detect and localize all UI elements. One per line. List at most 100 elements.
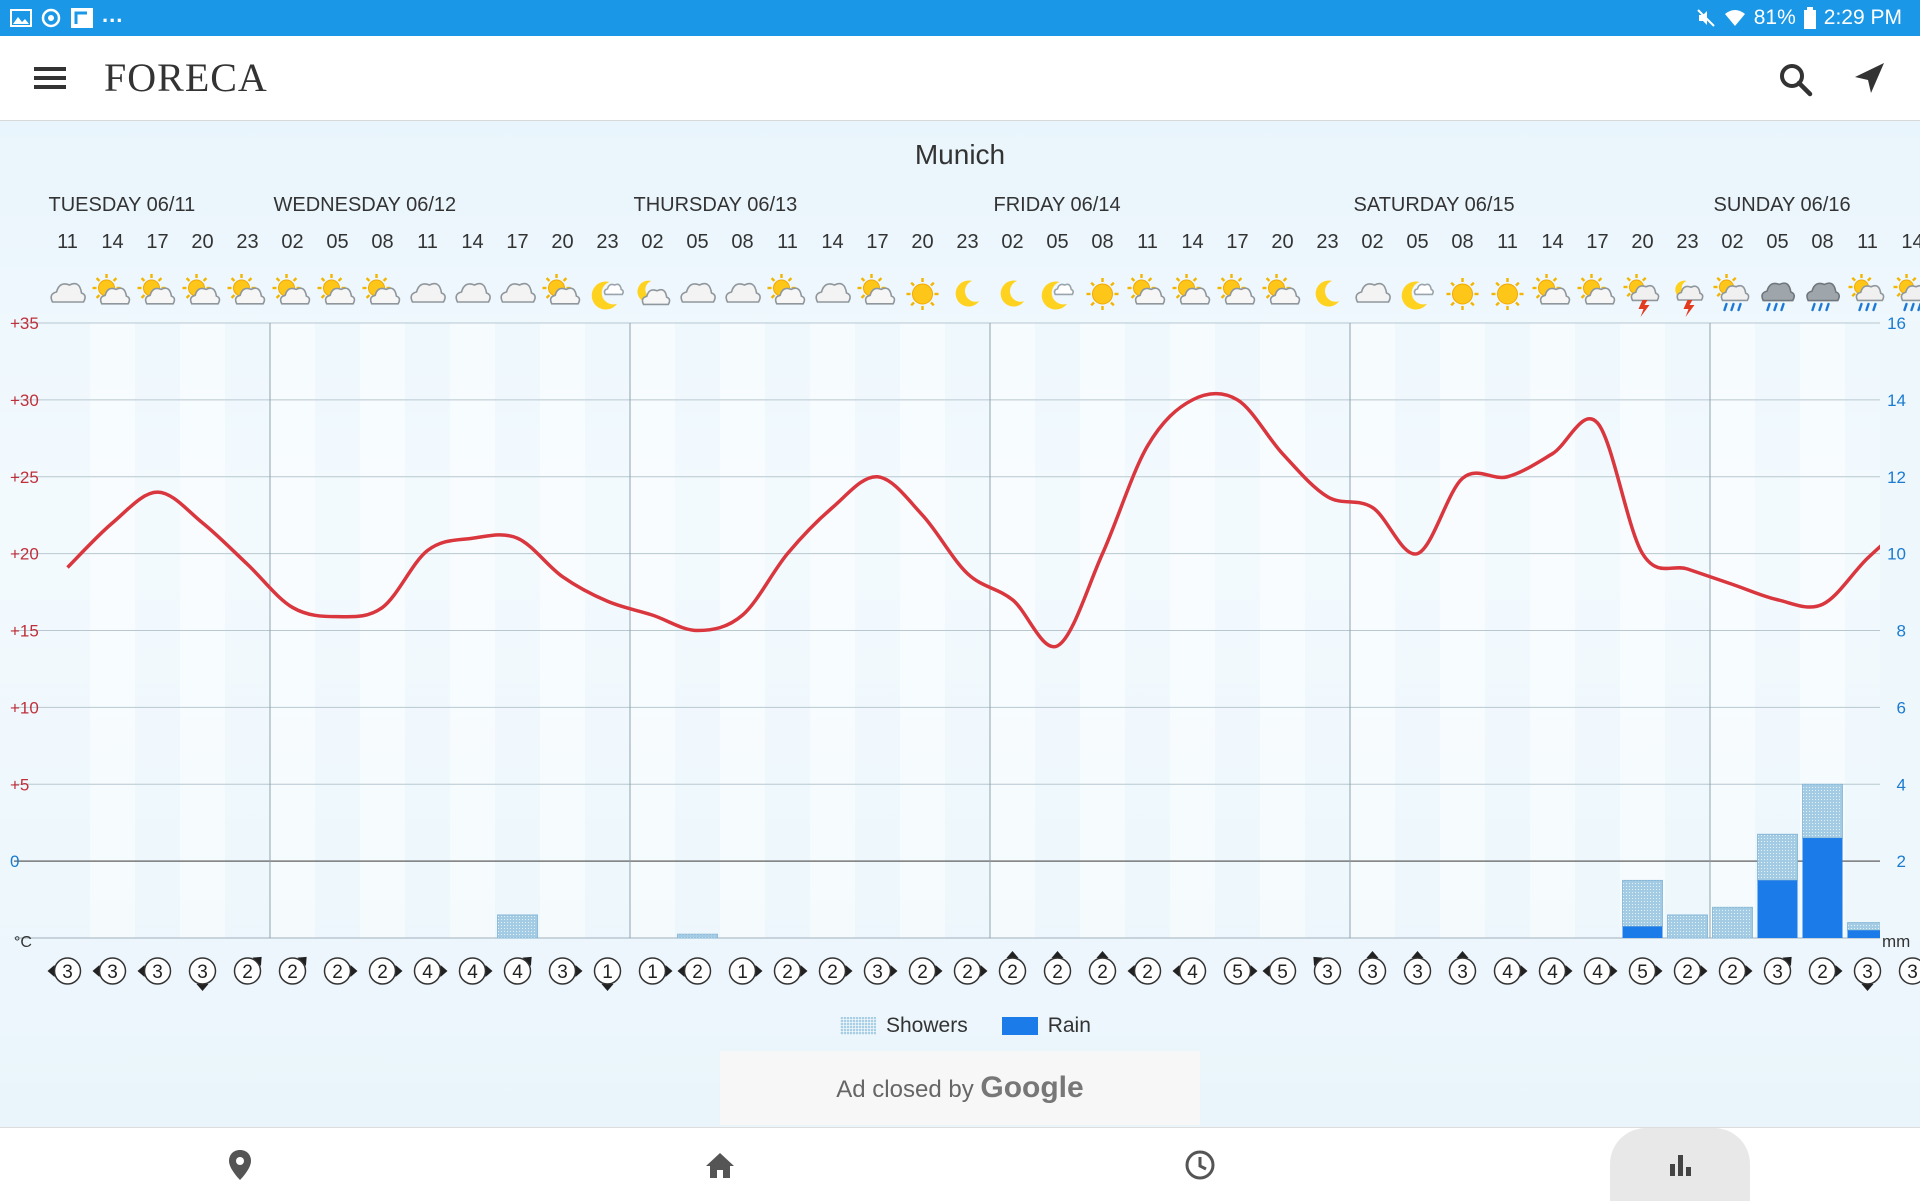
wind-indicator: 1: [595, 958, 621, 991]
wind-indicator: 4: [1540, 958, 1573, 984]
search-button[interactable]: [1776, 60, 1816, 100]
wind-indicator: 3: [138, 958, 171, 984]
wind-indicator: 3: [1360, 951, 1386, 984]
day-label: SUNDAY 06/16: [1714, 194, 1851, 216]
hour-label: 14: [821, 231, 843, 253]
locate-me-button[interactable]: [1848, 58, 1890, 100]
wind-speed: 3: [1862, 962, 1873, 983]
wind-indicator: 2: [1720, 958, 1753, 984]
partly-cloudy-day-weather-icon: [1173, 274, 1210, 304]
hour-label: 17: [1586, 231, 1608, 253]
wind-indicator: 3: [1405, 951, 1431, 984]
right-axis-tick: 8: [1897, 622, 1906, 641]
system-status: 81% 2:29 PM: [1696, 4, 1902, 32]
hour-label: 20: [551, 231, 573, 253]
wind-indicator: 2: [280, 953, 311, 984]
ad-closed-banner: Ad closed by Google: [720, 1051, 1200, 1125]
hour-label: 17: [866, 231, 888, 253]
hour-label: 14: [461, 231, 483, 253]
wind-direction-arrow: [1052, 951, 1064, 958]
partly-cloudy-day-weather-icon: [543, 274, 580, 304]
wind-speed: 5: [1232, 962, 1243, 983]
thunderstorm-night-weather-icon: [1675, 281, 1702, 317]
wind-speed: 4: [1547, 962, 1558, 983]
hour-label: 20: [191, 231, 213, 253]
sunny-weather-icon: [1087, 278, 1119, 310]
hour-label: 08: [1451, 231, 1473, 253]
wind-indicator: 2: [678, 958, 711, 984]
hour-label: 05: [1766, 231, 1788, 253]
wind-direction-arrow: [1611, 965, 1618, 977]
hour-label: 14: [1541, 231, 1563, 253]
wind-indicator: 2: [235, 953, 266, 984]
clear-night-weather-icon: [1001, 281, 1025, 307]
wind-direction-arrow: [1836, 965, 1843, 977]
wind-speed: 1: [737, 962, 748, 983]
hour-label: 08: [731, 231, 753, 253]
wind-direction-arrow: [801, 965, 808, 977]
right-axis-tick: 4: [1897, 775, 1906, 794]
wind-speed: 3: [1367, 962, 1378, 983]
wind-direction-arrow: [576, 965, 583, 977]
left-axis-tick: +35: [10, 314, 39, 333]
wind-direction-arrow: [1862, 984, 1874, 991]
hour-label: 08: [1091, 231, 1113, 253]
more-notifications-indicator: ...: [102, 2, 123, 28]
map-pin-icon: [227, 1149, 253, 1181]
hour-label: 02: [1001, 231, 1023, 253]
wind-indicator: 3: [1900, 958, 1920, 984]
wind-direction-arrow: [756, 965, 763, 977]
menu-button[interactable]: [30, 60, 70, 96]
wind-speed: 2: [692, 962, 703, 983]
wind-speed: 2: [1142, 962, 1153, 983]
wind-speed: 2: [1682, 962, 1693, 983]
left-axis-unit: °C: [14, 934, 32, 951]
nav-home[interactable]: [650, 1128, 790, 1201]
partly-cloudy-day-weather-icon: [1263, 274, 1300, 304]
hamburger-menu-icon: [30, 60, 70, 96]
wind-indicator: 5: [1263, 958, 1296, 984]
cloudy-weather-icon: [501, 284, 535, 302]
search-icon: [1776, 60, 1816, 100]
wind-direction-arrow: [197, 984, 209, 991]
wind-direction-arrow: [1007, 951, 1019, 958]
wind-speed: 3: [107, 962, 118, 983]
battery-percentage: 81%: [1754, 6, 1796, 30]
cloudy-weather-icon: [816, 284, 850, 302]
nav-chart[interactable]: [1610, 1128, 1750, 1201]
hour-label: 23: [236, 231, 258, 253]
left-axis-tick: +10: [10, 698, 39, 717]
wind-indicator: 2: [1128, 958, 1161, 984]
wind-direction-arrow: [1128, 965, 1135, 977]
bar-chart-icon: [1667, 1152, 1693, 1178]
wind-direction-arrow: [1521, 965, 1528, 977]
wind-direction-arrow: [1263, 965, 1270, 977]
wind-indicator: 3: [48, 958, 81, 984]
wind-speed: 2: [782, 962, 793, 983]
wind-indicator: 2: [1000, 951, 1026, 984]
nav-places[interactable]: [170, 1128, 310, 1201]
clear-night-weather-icon: [1316, 281, 1340, 307]
wind-indicator: 2: [1810, 958, 1843, 984]
app-bar: FORECA: [0, 36, 1920, 121]
rain-showers-weather-icon: [1714, 274, 1749, 310]
partly-cloudy-day-weather-icon: [858, 274, 895, 304]
wind-direction-arrow: [1457, 951, 1469, 958]
hour-label: 02: [1721, 231, 1743, 253]
wind-speed: 2: [1007, 962, 1018, 983]
rain-weather-icon: [1762, 283, 1794, 310]
wind-speed: 5: [1637, 962, 1648, 983]
wind-indicator: 3: [93, 958, 126, 984]
wind-indicator: 4: [505, 953, 536, 984]
wind-speed: 3: [1772, 962, 1783, 983]
wind-indicator: 2: [1090, 951, 1116, 984]
hour-label: 23: [1316, 231, 1338, 253]
showers-bar: [1803, 784, 1843, 838]
wind-speed: 3: [1322, 962, 1333, 983]
sunny-weather-icon: [907, 278, 939, 310]
nav-hourly[interactable]: [1130, 1128, 1270, 1201]
partly-cloudy-day-weather-icon: [318, 274, 355, 304]
hour-label: 23: [956, 231, 978, 253]
